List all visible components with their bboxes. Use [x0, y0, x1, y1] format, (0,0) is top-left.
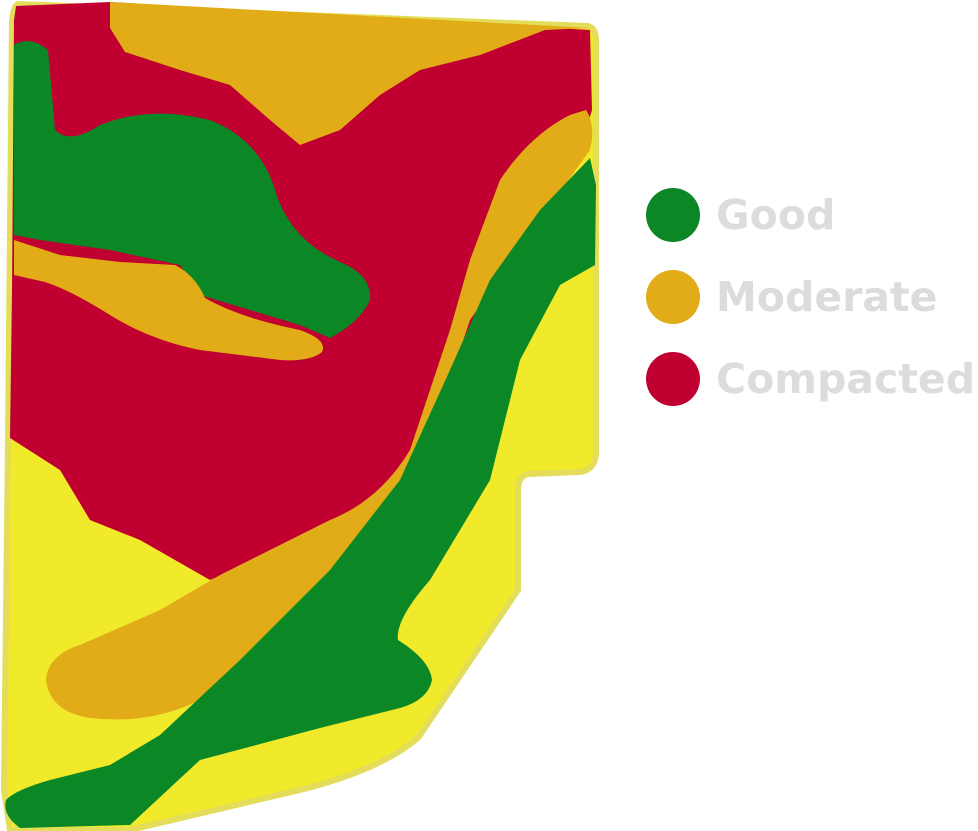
- legend: Good Moderate Compacted: [646, 188, 975, 406]
- legend-item-good: Good: [646, 188, 975, 242]
- good-zone-diagonal: [5, 158, 597, 828]
- legend-label-compacted: Compacted: [716, 355, 976, 403]
- legend-item-moderate: Moderate: [646, 270, 975, 324]
- legend-swatch-moderate: [646, 270, 700, 324]
- legend-swatch-compacted: [646, 352, 700, 406]
- legend-label-good: Good: [716, 191, 836, 239]
- moderate-zone-top: [110, 2, 590, 145]
- moderate-zone-middle: [14, 240, 324, 361]
- legend-label-moderate: Moderate: [716, 273, 938, 321]
- good-zone-upper-left: [14, 41, 371, 338]
- moderate-zone-diagonal: [46, 110, 593, 720]
- legend-swatch-good: [646, 188, 700, 242]
- legend-item-compacted: Compacted: [646, 352, 975, 406]
